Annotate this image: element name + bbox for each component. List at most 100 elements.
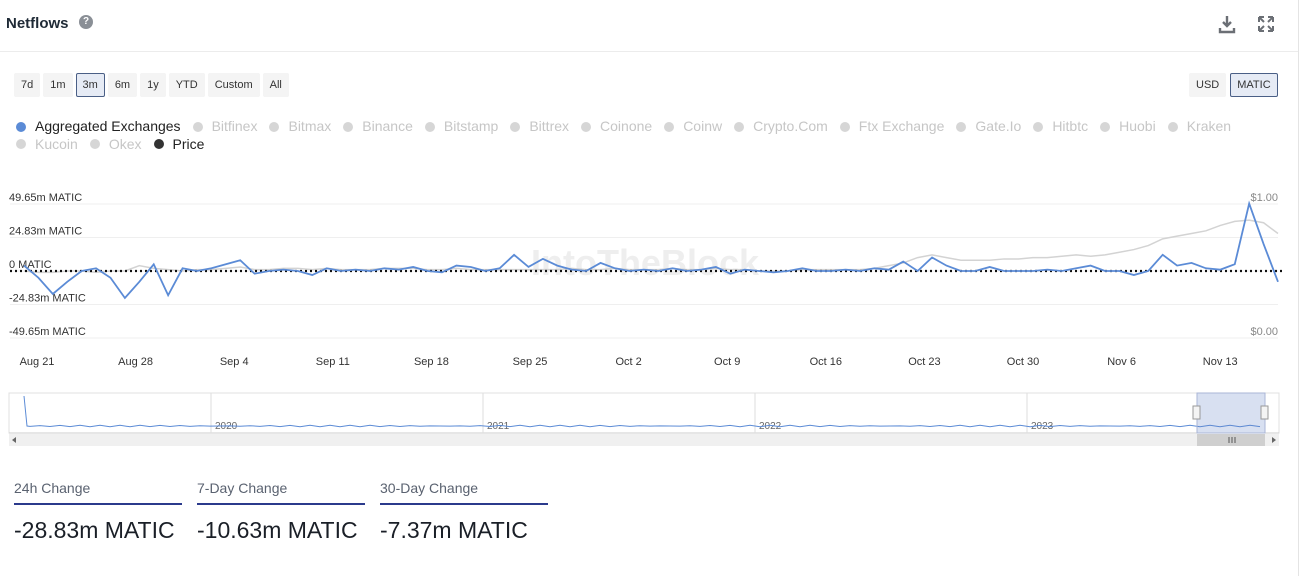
x-axis-label: Oct 23 [908,356,940,368]
stat-24h-label: 24h Change [14,480,182,505]
legend-dot-icon [581,121,592,132]
legend-dot-icon [424,121,435,132]
range-1m-button[interactable]: 1m [43,73,73,97]
x-axis-label: Oct 30 [1007,356,1039,368]
range-all-button[interactable]: All [262,73,289,97]
navigator-handle-right [1260,405,1269,420]
legend-dot-icon [343,121,354,132]
range-1y-button[interactable]: 1y [140,73,166,97]
x-axis-label: Sep 25 [513,356,548,368]
panel-border [1298,0,1299,576]
navigator-series-line [23,395,1261,428]
legend-item-bitfinex[interactable]: Bitfinex [192,118,258,135]
scroll-grip-icon [1228,437,1236,443]
scroll-left-icon [12,437,16,443]
stat-30d-value: -7.37m MATIC [380,517,528,543]
legend-dot-icon [192,121,203,132]
stat-30d: 30-Day Change -7.37m MATIC [380,480,548,544]
x-axis-label: Aug 21 [20,356,55,368]
legend-dot-icon [664,121,675,132]
legend-item-kraken[interactable]: Kraken [1167,118,1231,135]
y-axis-label: -24.83m MATIC [9,293,86,305]
legend-item-aggregated-exchanges[interactable]: Aggregated Exchanges [16,118,181,135]
x-axis-label: Sep 4 [220,356,249,368]
legend-item-okex[interactable]: Okex [89,135,142,153]
aggregated-exchanges-line [23,200,1279,300]
range-3m-button[interactable]: 3m [75,73,105,97]
legend-label: Aggregated Exchanges [35,118,181,134]
range-6m-button[interactable]: 6m [107,73,138,97]
x-axis-label: Nov 6 [1107,356,1136,368]
legend-item-bittrex[interactable]: Bittrex [510,118,569,135]
x-axis-label: Oct 9 [714,356,740,368]
navigator-scrollbar [9,434,1279,446]
legend-label: Kucoin [35,135,78,152]
range-ytd-button[interactable]: YTD [168,73,205,97]
legend-item-bitmax[interactable]: Bitmax [269,118,331,135]
widget-header: Netflows ? [0,0,1298,52]
x-axis-label: Sep 11 [316,356,350,368]
legend-label: Coinone [600,118,653,134]
navigator-year-label: 2020 [215,421,238,432]
legend-label: Bitmax [288,118,332,134]
navigator-year-label: 2023 [1031,421,1054,432]
navigator-year-label: 2021 [487,421,510,432]
range-custom-button[interactable]: Custom [207,73,260,97]
x-axis-label: Nov 13 [1203,356,1238,368]
legend-label: Bittrex [529,118,570,134]
legend-dot-icon [1167,121,1178,132]
question-circle-icon[interactable]: ? [79,15,93,29]
y-axis-label: -49.65m MATIC [9,326,86,338]
legend-item-huobi[interactable]: Huobi [1100,118,1156,135]
legend-dot-icon [89,139,100,149]
y-axis-label: 0 MATIC [9,259,52,271]
expand-icon[interactable] [1255,13,1277,35]
legend-item-price[interactable]: Price [153,136,204,153]
navigator-selection [1196,392,1266,434]
legend-dot-icon [734,121,745,132]
legend-item-ftx-exchange[interactable]: Ftx Exchange [839,118,945,135]
legend-label: Bitfinex [211,118,258,134]
stat-7d-label: 7-Day Change [197,480,365,505]
legend-item-bitstamp[interactable]: Bitstamp [424,118,499,135]
netflows-chart: 49.65m MATIC 24.83m MATIC 0 MATIC -24.83m M… [8,192,1282,446]
legend-item-gate-io[interactable]: Gate.Io [956,118,1021,135]
legend-item-hitbtc[interactable]: Hitbtc [1033,118,1088,135]
range-selector: 7d 1m 3m 6m 1y YTD Custom All [14,73,289,97]
x-axis-label: Oct 16 [810,356,842,368]
stat-7d: 7-Day Change -10.63m MATIC [197,480,365,544]
legend-dot-icon [269,121,280,132]
x-axis-label: Aug 28 [118,356,153,368]
x-axis-label: Oct 2 [615,356,641,368]
legend-item-coinw[interactable]: Coinw [664,118,722,135]
legend-label: Okex [108,135,142,152]
watermark-logo: IntoTheBlock [531,242,760,283]
legend-item-kucoin[interactable]: Kucoin [16,136,78,153]
legend-label: Binance [362,118,413,134]
unit-usd-button[interactable]: USD [1189,73,1227,97]
legend-label: Bitstamp [443,118,499,134]
stat-24h: 24h Change -28.83m MATIC [14,480,182,544]
navigator-year-label: 2022 [759,421,782,432]
legend-item-coinone[interactable]: Coinone [581,118,652,135]
chart-legend: Aggregated Exchanges Bitfinex Bitmax Binanc… [16,118,1246,153]
download-icon[interactable] [1216,13,1238,35]
legend-item-crypto-com[interactable]: Crypto.Com [734,118,828,135]
y-right-axis-label: $0.00 [1250,326,1278,338]
scroll-right-icon [1272,437,1276,443]
stat-24h-value: -28.83m MATIC [14,517,175,543]
unit-selector: USD MATIC [1189,73,1278,97]
unit-matic-button[interactable]: MATIC [1230,73,1278,97]
navigator-handle-left [1192,405,1201,420]
legend-label: Hitbtc [1052,118,1089,134]
legend-dot-icon [956,121,967,132]
legend-dot-icon [1100,121,1111,132]
navigator-panel [8,392,1280,434]
legend-label: Gate.Io [975,118,1022,134]
legend-item-binance[interactable]: Binance [343,118,413,135]
range-7d-button[interactable]: 7d [14,73,41,97]
navigator-scroll-thumb [1197,434,1265,446]
legend-label: Coinw [683,118,723,134]
legend-label: Ftx Exchange [858,118,945,134]
widget-title: Netflows [6,15,69,32]
